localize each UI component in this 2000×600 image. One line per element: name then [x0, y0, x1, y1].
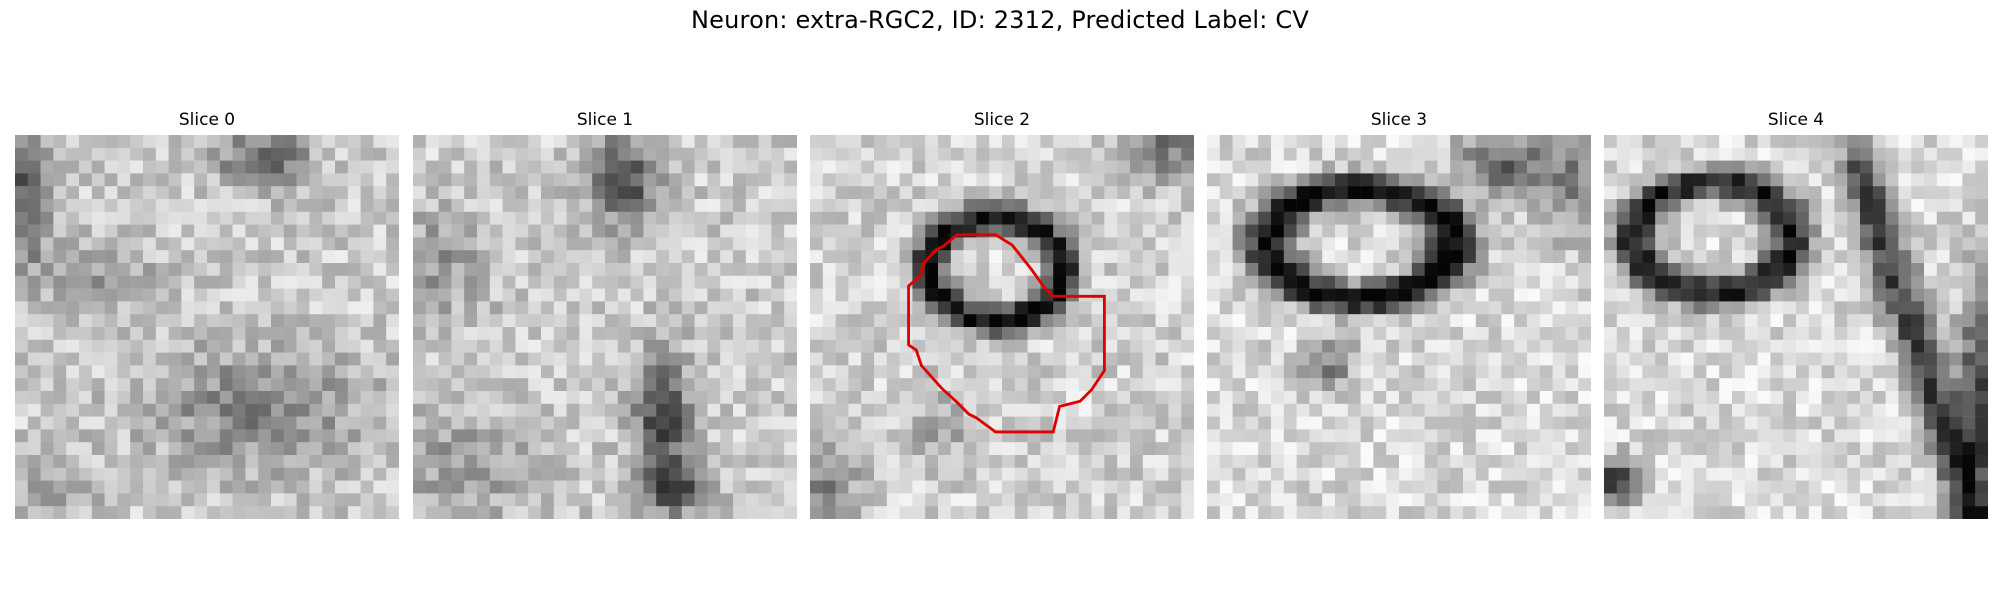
slice-title: Slice 0 — [178, 110, 236, 130]
slice-image — [1207, 135, 1591, 519]
slice-image — [810, 135, 1194, 519]
slice-image — [413, 135, 797, 519]
slice-panel-0: Slice 0 — [15, 108, 399, 519]
slice-panel-4: Slice 4 — [1604, 108, 1988, 519]
slice-image — [1604, 135, 1988, 519]
slice-title: Slice 4 — [1767, 110, 1825, 130]
segmentation-contour — [907, 233, 1106, 434]
slice-panel-3: Slice 3 — [1207, 108, 1591, 519]
slice-title: Slice 2 — [973, 110, 1031, 130]
slice-panel-2: Slice 2 — [810, 108, 1194, 519]
slice-title: Slice 1 — [576, 110, 634, 130]
slice-panel-1: Slice 1 — [413, 108, 797, 519]
figure-title: Neuron: extra-RGC2, ID: 2312, Predicted … — [691, 6, 1309, 34]
slice-image — [15, 135, 399, 519]
slice-title: Slice 3 — [1370, 110, 1428, 130]
